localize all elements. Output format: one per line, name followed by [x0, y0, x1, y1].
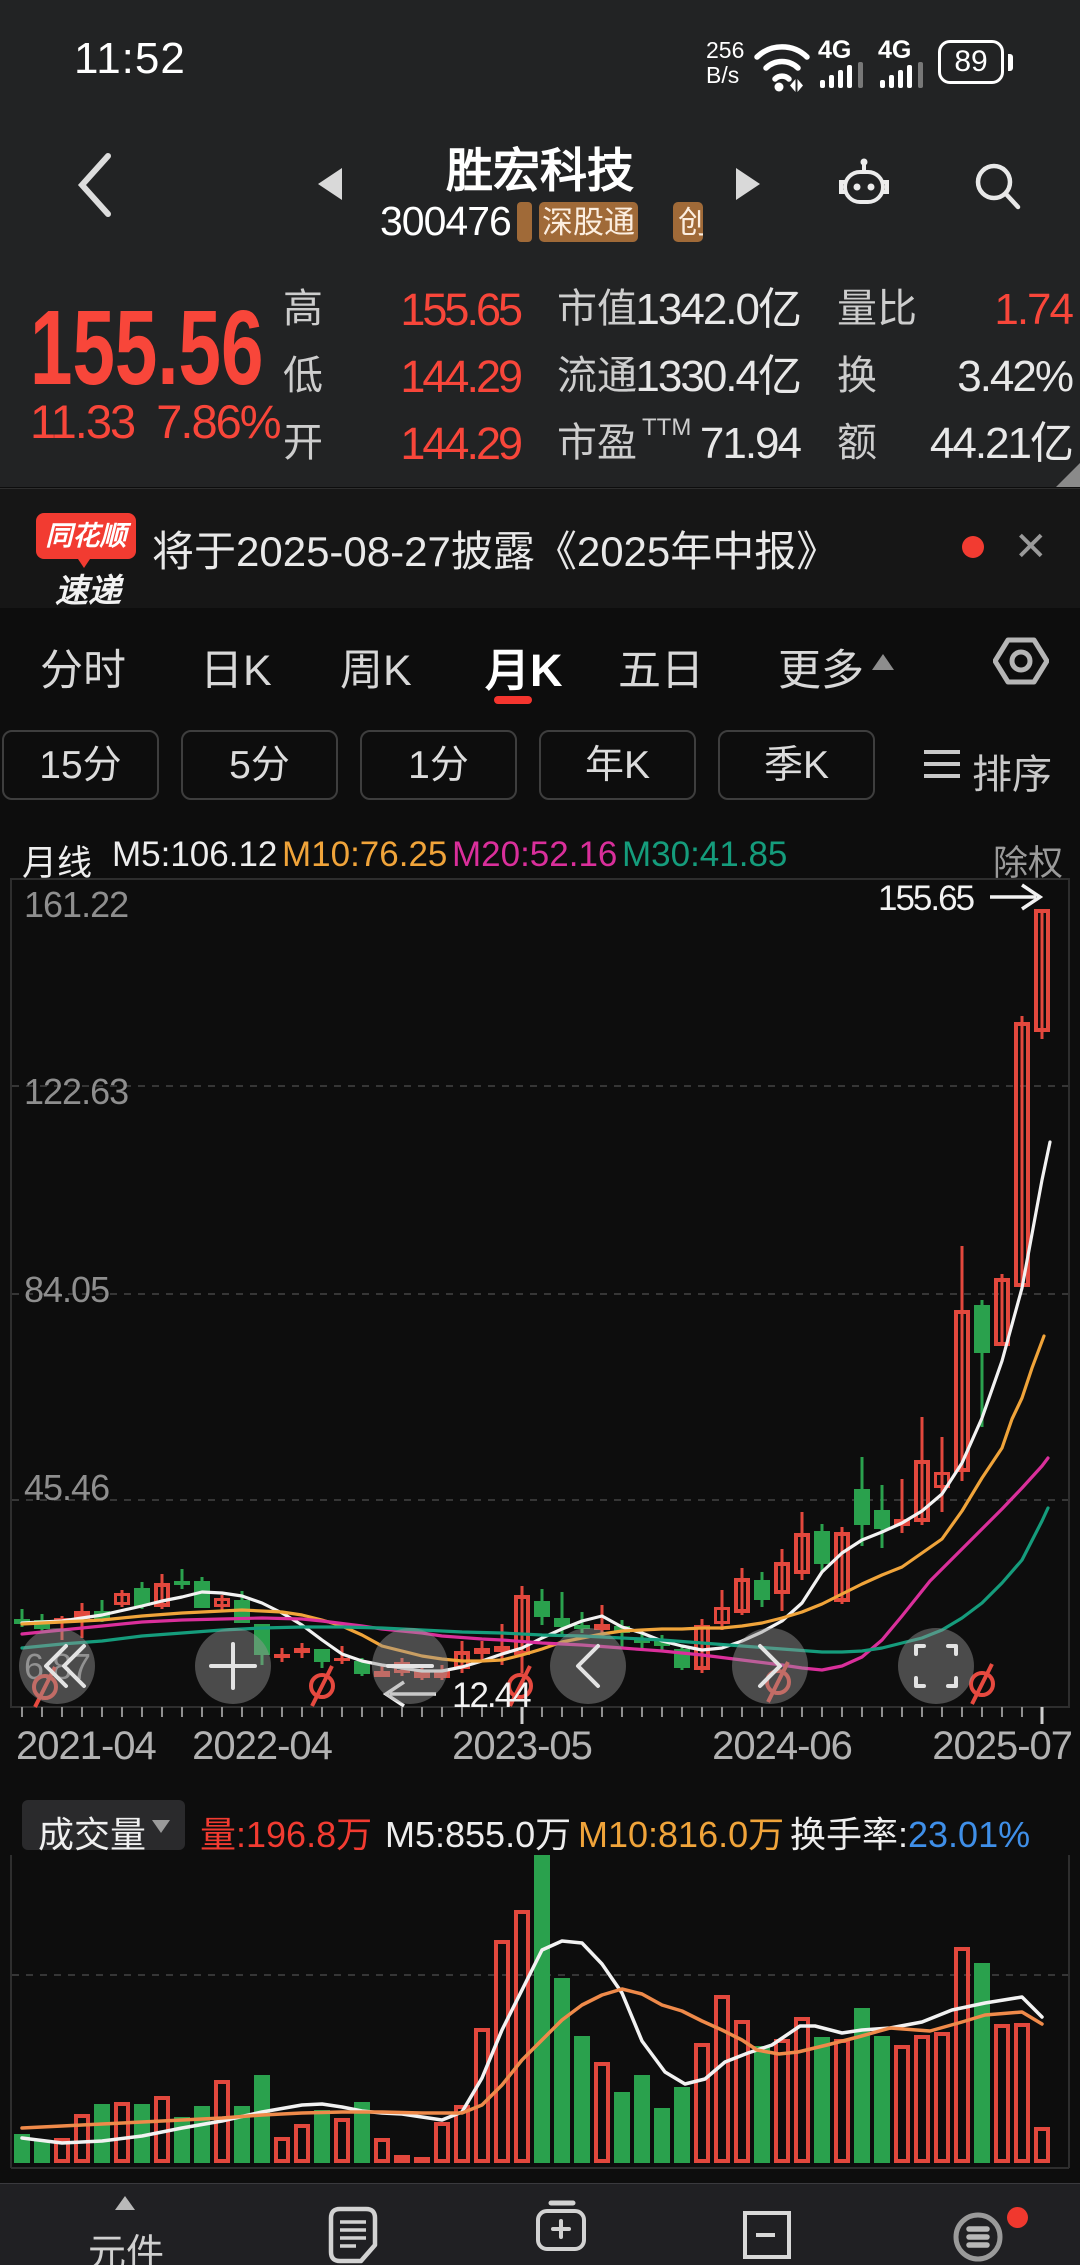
- svg-text:2023-05: 2023-05: [452, 1724, 592, 1768]
- svg-text:122.63: 122.63: [24, 1071, 128, 1112]
- svg-text:2025-07: 2025-07: [932, 1724, 1072, 1768]
- svg-text:2022-04: 2022-04: [192, 1724, 333, 1768]
- svg-text:84.05: 84.05: [24, 1269, 109, 1310]
- svg-text:155.65: 155.65: [878, 879, 974, 918]
- svg-text:161.22: 161.22: [24, 884, 128, 925]
- svg-text:12.44: 12.44: [452, 1676, 531, 1715]
- svg-text:2021-04: 2021-04: [16, 1724, 157, 1768]
- svg-text:45.46: 45.46: [24, 1467, 109, 1508]
- svg-text:2024-06: 2024-06: [712, 1724, 852, 1768]
